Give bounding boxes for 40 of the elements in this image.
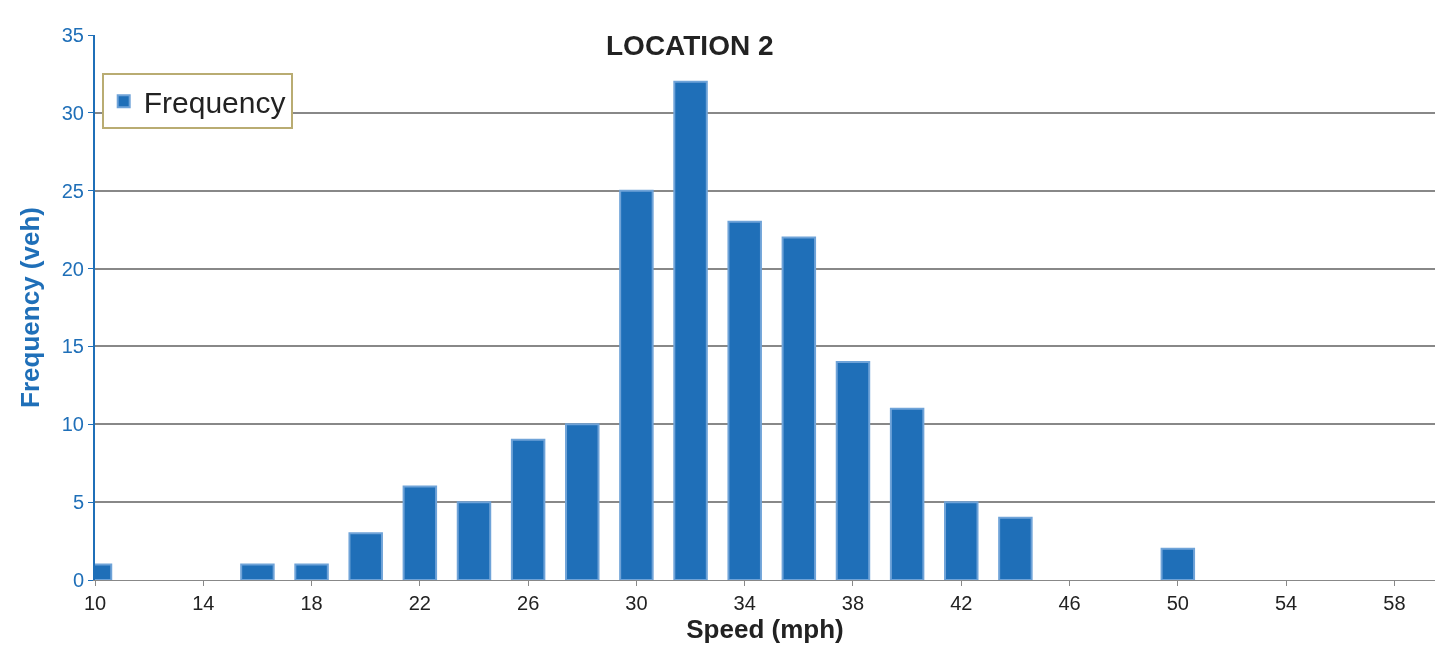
- x-tick-label: 30: [625, 592, 648, 614]
- bar: [1160, 547, 1196, 580]
- bar: [673, 80, 708, 580]
- bar: [835, 361, 871, 580]
- bar: [998, 516, 1033, 580]
- y-tick-label: 5: [72, 491, 84, 514]
- bar: [727, 220, 762, 580]
- bar: [402, 485, 438, 580]
- x-tick-label: 46: [1058, 592, 1081, 614]
- x-tick-label: 14: [192, 592, 215, 614]
- bar: [348, 532, 383, 580]
- bar: [294, 563, 329, 580]
- bar: [565, 423, 600, 580]
- y-tick-label: 30: [61, 101, 84, 124]
- x-axis-title: Speed (mph): [686, 614, 844, 644]
- x-tick-label: 54: [1274, 592, 1298, 614]
- bar: [456, 501, 492, 580]
- y-tick-label: 10: [61, 413, 84, 436]
- bar: [889, 407, 925, 580]
- y-axis-title: Frequency (veh): [14, 207, 45, 408]
- y-tick-label: 15: [61, 335, 84, 358]
- y-tick-label: 0: [72, 569, 84, 591]
- x-tick-label: 34: [733, 592, 756, 614]
- bar: [510, 438, 546, 580]
- legend-label: Frequency: [143, 85, 286, 119]
- chart-title: LOCATION 2: [606, 30, 774, 62]
- bar: [240, 563, 275, 580]
- y-tick-label: 35: [61, 24, 84, 46]
- x-tick-label: 50: [1166, 592, 1189, 614]
- x-tick-label: 18: [300, 592, 323, 614]
- y-tick-label: 25: [61, 179, 84, 202]
- bar: [619, 189, 654, 580]
- x-tick-label: 22: [408, 592, 431, 614]
- y-tick-label: 20: [61, 257, 84, 280]
- x-tick-label: 58: [1383, 592, 1406, 614]
- bar: [944, 501, 979, 580]
- bar: [781, 236, 817, 580]
- x-tick-label: 26: [517, 592, 540, 614]
- x-tick-label: 42: [950, 592, 973, 614]
- x-tick-label: 38: [841, 592, 865, 614]
